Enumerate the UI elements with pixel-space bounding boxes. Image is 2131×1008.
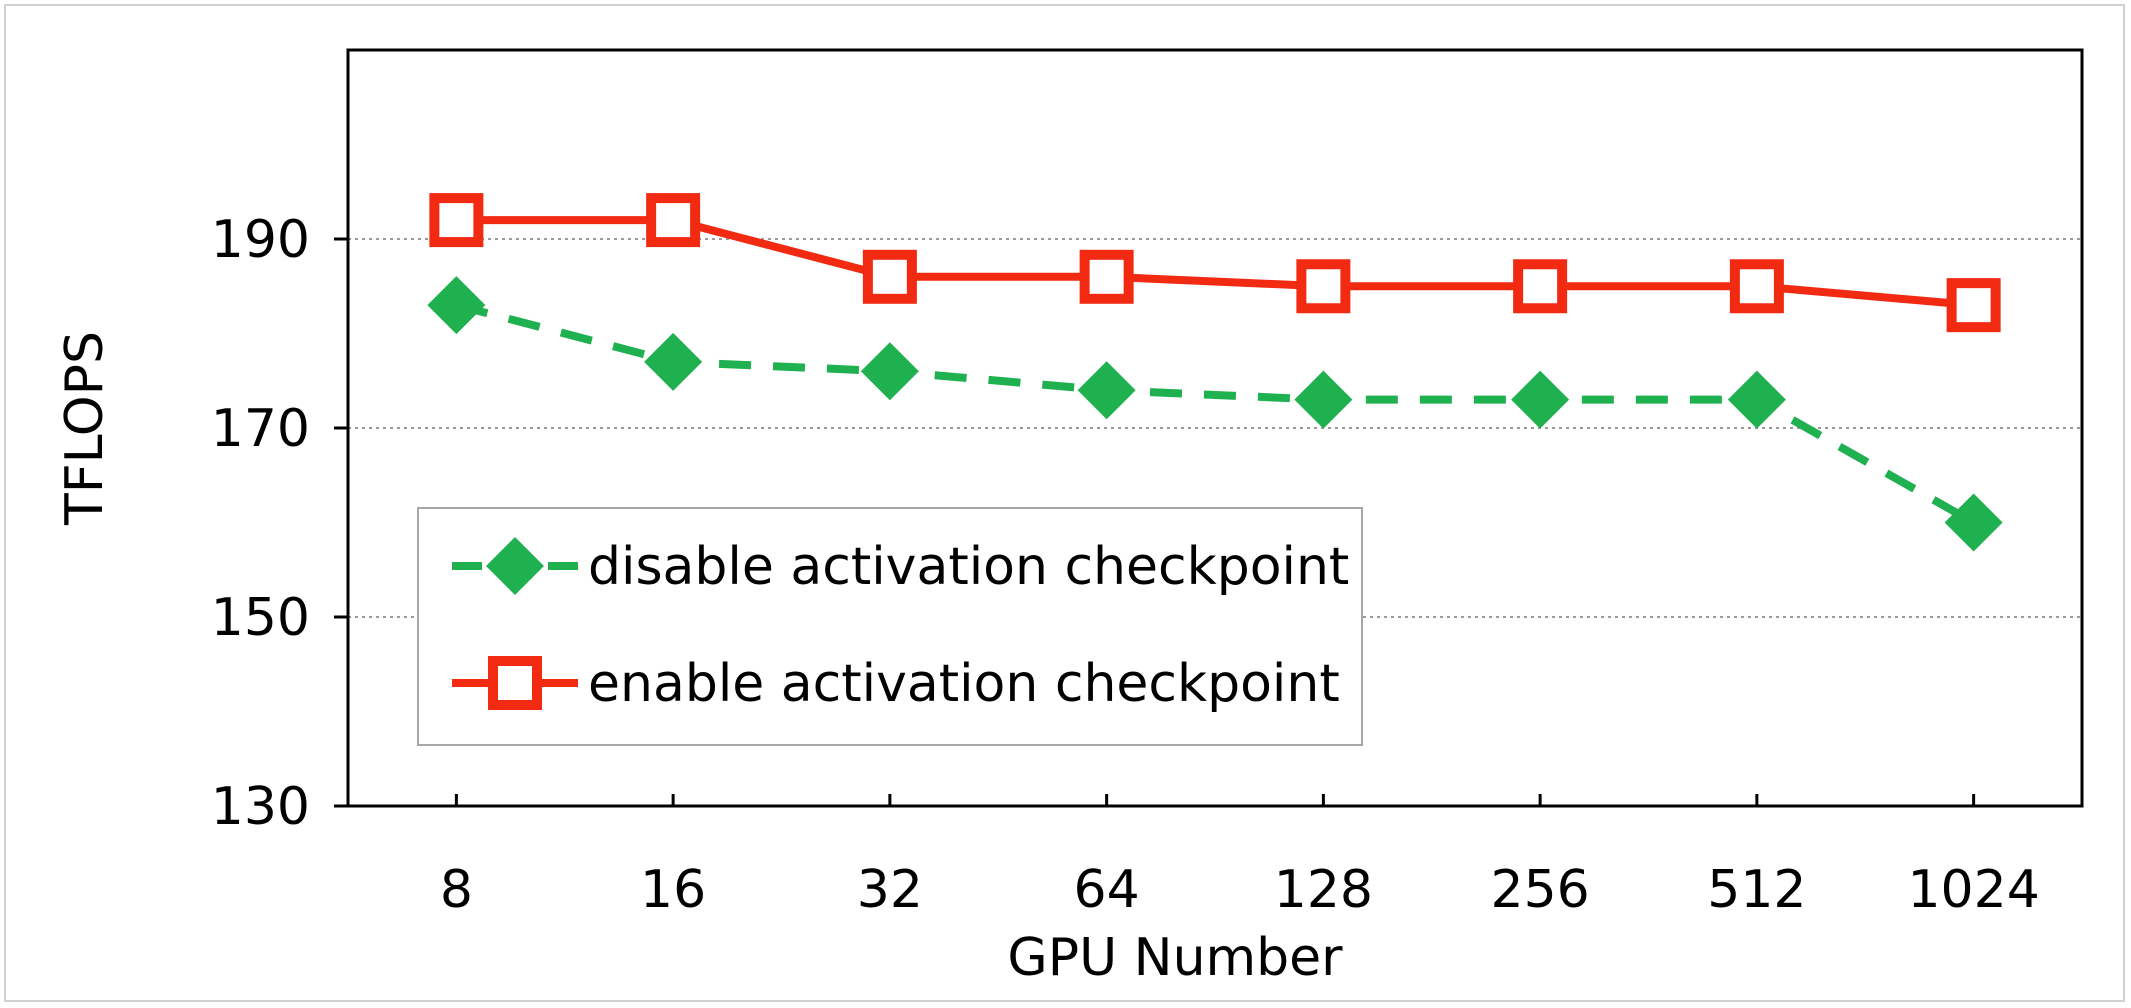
- legend-label-2: enable activation checkpoint: [588, 654, 1340, 714]
- data-point-series-1: [1077, 361, 1136, 420]
- data-point-series-2: [1946, 278, 2001, 333]
- data-point-series-2: [1729, 259, 1784, 314]
- legend-marker-2: [488, 656, 542, 710]
- x-tick-label: 32: [857, 860, 923, 920]
- legend: disable activation checkpoint enable acti…: [417, 507, 1363, 746]
- y-axis-label: TFLOPS: [55, 331, 115, 526]
- data-point-series-1: [1294, 370, 1353, 429]
- x-tick-label: 8: [440, 860, 473, 920]
- series-line-1: [455, 301, 1976, 526]
- x-tick-label: 256: [1490, 860, 1589, 920]
- data-point-series-1: [1944, 493, 2003, 552]
- legend-marker-1: [486, 537, 544, 595]
- data-point-series-1: [644, 332, 703, 391]
- x-tick-label: 64: [1074, 860, 1140, 920]
- data-point-series-1: [1511, 370, 1570, 429]
- x-tick-label: 16: [640, 860, 706, 920]
- x-tick-label: 128: [1274, 860, 1373, 920]
- data-point-series-2: [1079, 249, 1134, 304]
- y-tick-label: 150: [211, 588, 310, 648]
- data-point-series-2: [1513, 259, 1568, 314]
- x-tick-label: 1024: [1907, 860, 2039, 920]
- series-line-2: [456, 216, 1974, 310]
- data-point-series-1: [427, 276, 486, 335]
- data-point-series-2: [862, 249, 917, 304]
- y-axis-ticks: 130 150 170 190: [211, 210, 348, 837]
- x-axis-ticks: 8 16 32 64 128 256 512 1024: [440, 794, 2040, 920]
- y-tick-label: 170: [211, 399, 310, 459]
- legend-box: [417, 507, 1363, 746]
- y-tick-label: 130: [211, 777, 310, 837]
- y-tick-label: 190: [211, 210, 310, 270]
- data-point-series-1: [860, 342, 919, 401]
- legend-label-1: disable activation checkpoint: [588, 537, 1349, 597]
- data-point-series-2: [1296, 259, 1351, 314]
- data-point-series-2: [646, 193, 701, 248]
- x-axis-label: GPU Number: [1007, 928, 1343, 988]
- series-markers: [427, 193, 2003, 552]
- series-lines: [455, 216, 1976, 526]
- data-point-series-2: [429, 193, 484, 248]
- chart-frame: [4, 4, 2125, 1002]
- x-tick-label: 512: [1707, 860, 1806, 920]
- data-point-series-1: [1727, 370, 1786, 429]
